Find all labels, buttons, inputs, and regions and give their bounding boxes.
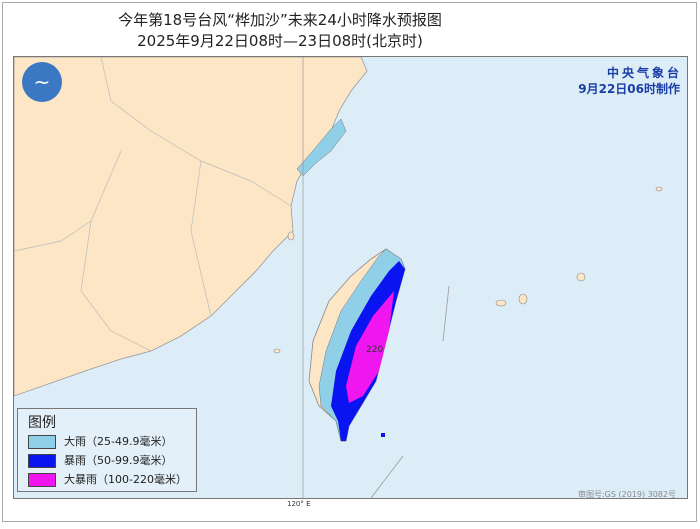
legend: 图例 大雨（25-49.9毫米） 暴雨（50-99.9毫米） 大暴雨（100-2…	[17, 408, 197, 492]
islands	[273, 186, 663, 354]
legend-item-heavy-rain: 大雨（25-49.9毫米）	[28, 433, 172, 449]
mainland-land	[14, 57, 368, 397]
cma-logo: ~	[22, 62, 62, 102]
longitude-label: 120° E	[287, 500, 311, 508]
map-svg	[14, 57, 663, 498]
map-title: 今年第18号台风“桦加沙”未来24小时降水预报图	[118, 11, 442, 29]
map-subtitle: 2025年9月22日08时—23日08时(北京时)	[137, 32, 423, 50]
legend-item-heavy-rainstorm: 大暴雨（100-220毫米）	[28, 471, 187, 487]
legend-title: 图例	[28, 415, 56, 431]
heavy-rainstorm-area	[346, 291, 394, 403]
coastal-rain-zhejiang	[296, 118, 347, 177]
max-value-label: 220	[366, 345, 384, 355]
legend-item-rainstorm: 暴雨（50-99.9毫米）	[28, 452, 172, 468]
figure-frame	[2, 2, 697, 522]
legend-swatch	[28, 454, 56, 468]
issue-time: 9月22日06时制作	[578, 82, 680, 96]
legend-swatch	[28, 435, 56, 449]
province-borders	[14, 57, 292, 352]
approval-number: 审图号:GS (2019) 3082号	[577, 490, 676, 499]
legend-swatch	[28, 473, 56, 487]
agency-name: 中央气象台	[606, 66, 682, 80]
